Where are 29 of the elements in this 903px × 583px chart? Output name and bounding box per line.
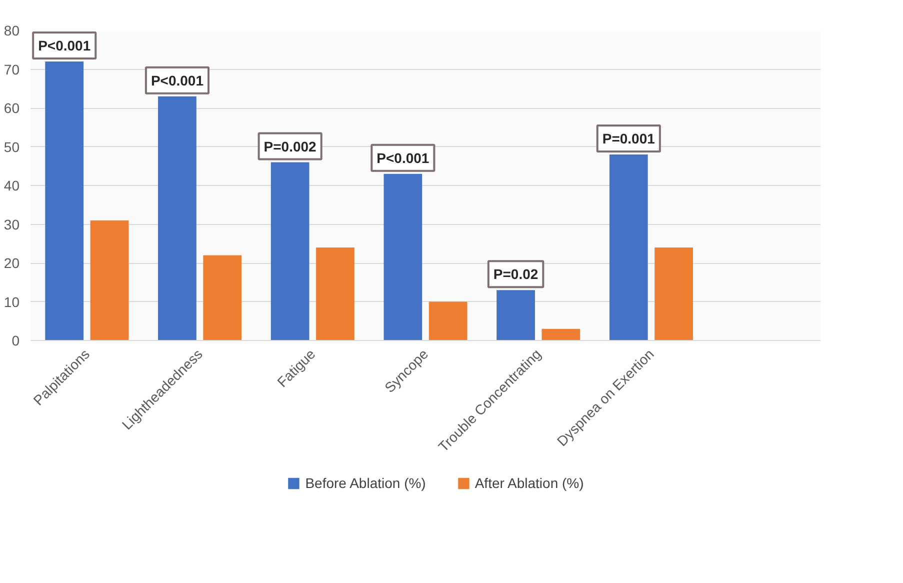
y-tick-label: 0 [12,332,20,348]
y-tick-label: 20 [4,255,20,271]
y-tick-label: 50 [4,138,20,155]
bar [496,290,535,340]
y-tick-label: 10 [4,294,20,310]
y-tick-label: 60 [4,100,20,116]
y-tick-label: 70 [4,61,20,78]
bar [384,174,422,340]
bar [316,248,354,340]
annotation: P=0.001 [602,130,656,146]
bar [609,154,648,340]
bar [654,248,693,340]
bar [542,328,580,340]
y-tick-label: 80 [4,22,20,38]
legend-label: After Ablation (%) [474,475,584,491]
annotation: P<0.001 [150,72,204,88]
bar [45,62,84,340]
y-tick-label: 40 [4,178,20,194]
annotation: P<0.001 [376,150,430,166]
bar [158,96,196,340]
bar [428,302,468,340]
bar [270,162,310,340]
annotation: P<0.001 [38,38,91,54]
bar [90,220,129,340]
legend-label: Before Ablation (%) [305,475,426,491]
y-tick-label: 30 [4,216,20,232]
bar [203,255,242,340]
annotation: P=0.02 [493,266,538,282]
annotation: P=0.002 [264,138,317,154]
